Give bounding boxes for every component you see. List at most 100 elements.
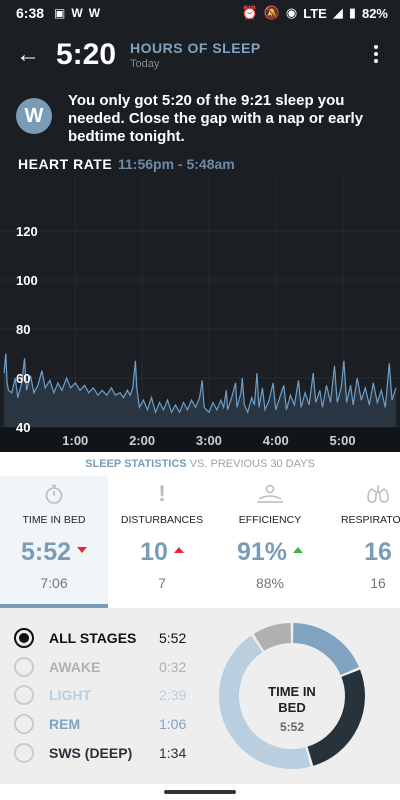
stat-label: EFFICIENCY — [238, 514, 302, 526]
stat-disturbances[interactable]: ! DISTURBANCES 10 7 — [108, 476, 216, 608]
y-tick-label: 40 — [16, 420, 30, 435]
heart-rate-title: HEART RATE — [18, 156, 113, 172]
y-tick-label: 80 — [16, 322, 30, 337]
page-title: HOURS OF SLEEP — [130, 40, 261, 56]
stat-respiratory[interactable]: RESPIRATORY 16 16 — [324, 476, 400, 608]
page-subtitle: Today — [130, 58, 160, 70]
stat-value: 16 — [364, 538, 392, 566]
w-app-icon: W — [88, 6, 101, 20]
stat-efficiency[interactable]: EFFICIENCY 91% 88% — [216, 476, 324, 608]
stage-label: ALL STAGES — [49, 630, 137, 646]
dot — [374, 45, 378, 49]
stage-value: 1:06 — [159, 716, 187, 732]
stat-time-in-bed[interactable]: TIME IN BED 5:52 7:06 — [0, 476, 108, 608]
sleeping-person-icon — [216, 476, 324, 512]
dot — [374, 59, 378, 63]
stage-option-light[interactable]: LIGHT 2:39 — [14, 681, 204, 709]
stopwatch-icon — [0, 476, 108, 512]
donut-segment-light — [219, 635, 311, 769]
coach-message: W You only got 5:20 of the 9:21 sleep yo… — [0, 90, 400, 150]
x-tick-label: 3:00 — [196, 433, 222, 448]
home-gesture-handle[interactable] — [164, 790, 236, 794]
network-label: LTE — [303, 5, 327, 21]
stage-value: 2:39 — [159, 687, 187, 703]
system-nav-bar — [0, 784, 400, 800]
lungs-icon — [324, 476, 400, 512]
y-tick-label: 60 — [16, 371, 30, 386]
stat-compare: 16 — [370, 575, 386, 591]
donut-value: 5:52 — [280, 720, 304, 734]
stage-option-rem[interactable]: REM 1:06 — [14, 710, 204, 738]
radio-unchecked-icon — [14, 743, 34, 763]
more-options-button[interactable] — [366, 42, 386, 66]
mute-icon: 🔕 — [263, 5, 280, 20]
sleep-stages-panel: ALL STAGES 5:52 AWAKE 0:32 LIGHT 2:39 RE… — [0, 608, 400, 784]
hotspot-icon: ◉ — [285, 5, 298, 20]
x-tick-label: 1:00 — [62, 433, 88, 448]
stat-compare: 7:06 — [40, 575, 68, 591]
x-tick-label: 2:00 — [129, 433, 155, 448]
donut-title-line1: TIME IN — [268, 684, 316, 699]
x-tick-label: 5:00 — [330, 433, 356, 448]
stage-label: AWAKE — [49, 659, 101, 675]
stats-header-label: SLEEP STATISTICS — [85, 458, 187, 470]
stage-option-all[interactable]: ALL STAGES 5:52 — [14, 624, 204, 652]
trend-up-icon — [173, 547, 184, 554]
stage-label: SWS (DEEP) — [49, 745, 133, 761]
stage-label: LIGHT — [49, 687, 91, 703]
radio-checked-icon — [14, 628, 34, 648]
stat-label: TIME IN BED — [22, 514, 86, 526]
battery-icon: ▮ — [348, 5, 356, 20]
stage-value: 1:34 — [159, 745, 187, 761]
radio-unchecked-icon — [14, 685, 34, 705]
stats-header: SLEEP STATISTICS VS. PREVIOUS 30 DAYS — [0, 452, 400, 476]
donut-title-line2: BED — [278, 700, 305, 715]
message-text: You only got 5:20 of the 9:21 sleep you … — [68, 92, 364, 145]
app-header: ← 5:20 HOURS OF SLEEP Today — [0, 26, 400, 84]
heart-rate-range: 11:56pm - 5:48am — [118, 156, 235, 172]
stats-header-compare: VS. PREVIOUS 30 DAYS — [186, 458, 315, 470]
back-button[interactable]: ← — [0, 26, 56, 84]
status-time: 6:38 — [16, 5, 45, 21]
y-tick-label: 100 — [16, 273, 38, 288]
alarm-icon: ⏰ — [241, 5, 258, 20]
stat-label: RESPIRATORY — [340, 514, 400, 526]
time-in-bed-donut: TIME IN BED 5:52 — [219, 623, 365, 769]
heart-rate-series-line — [3, 353, 397, 415]
sleep-hours-value: 5:20 — [56, 38, 117, 71]
stat-value: 5:52 — [0, 538, 108, 567]
avatar: W — [16, 98, 52, 134]
dot — [374, 52, 378, 56]
signal-icon: ◢ — [332, 5, 343, 20]
status-bar: 6:38 ▣ W W ⏰ 🔕 ◉ LTE ◢ ▮ 82% — [0, 0, 400, 26]
trend-up-icon — [293, 547, 304, 554]
donut-segment-awake — [253, 623, 292, 652]
donut-segment-deep — [307, 669, 365, 766]
stage-option-deep[interactable]: SWS (DEEP) 1:34 — [14, 739, 204, 767]
donut-segment-rem — [292, 623, 359, 676]
stat-compare: 7 — [158, 575, 166, 591]
exclamation-icon: ! — [158, 481, 166, 506]
stage-value: 0:32 — [159, 659, 187, 675]
trend-down-icon — [77, 547, 88, 554]
arrow-left-icon: ← — [16, 41, 40, 68]
stat-label: DISTURBANCES — [120, 514, 204, 526]
w-app-icon: W — [71, 6, 83, 20]
battery-level: 82% — [361, 5, 388, 21]
heart-rate-area — [4, 353, 396, 427]
stats-row: TIME IN BED 5:52 7:06 ! DISTURBANCES 10 … — [0, 476, 400, 608]
stat-value: 91% — [216, 538, 324, 567]
heart-rate-chart[interactable]: 40 60 80 100 120 1:00 2:00 3:00 4:00 5:00 — [0, 176, 400, 452]
stage-option-awake[interactable]: AWAKE 0:32 — [14, 653, 204, 681]
stage-label: REM — [49, 716, 81, 732]
title-block: HOURS OF SLEEP Today — [130, 40, 261, 70]
y-tick-label: 120 — [16, 224, 38, 239]
stage-value: 5:52 — [159, 630, 187, 646]
chart-x-axis-band — [0, 427, 400, 452]
stat-value: 10 — [108, 538, 216, 567]
image-icon: ▣ — [54, 6, 66, 20]
x-tick-label: 4:00 — [263, 433, 289, 448]
stat-compare: 88% — [255, 575, 285, 591]
radio-unchecked-icon — [14, 657, 34, 677]
radio-unchecked-icon — [14, 714, 34, 734]
